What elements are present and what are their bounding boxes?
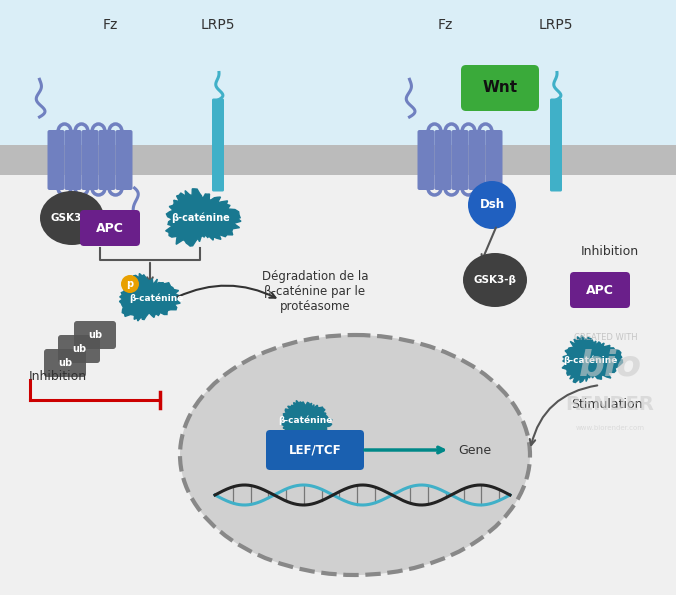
Text: GSK3-β: GSK3-β	[473, 275, 516, 285]
Ellipse shape	[463, 253, 527, 307]
Text: CREATED WITH: CREATED WITH	[574, 333, 638, 342]
FancyBboxPatch shape	[44, 349, 86, 377]
FancyBboxPatch shape	[266, 430, 364, 470]
FancyBboxPatch shape	[468, 130, 485, 190]
FancyBboxPatch shape	[82, 130, 99, 190]
Text: β-caténine: β-caténine	[170, 213, 229, 223]
Polygon shape	[562, 336, 623, 383]
Text: Gene: Gene	[458, 443, 491, 456]
Text: Fz: Fz	[102, 18, 118, 32]
Text: RENDER: RENDER	[566, 395, 654, 414]
Text: p: p	[126, 279, 134, 289]
FancyBboxPatch shape	[116, 130, 132, 190]
FancyBboxPatch shape	[80, 210, 140, 246]
FancyBboxPatch shape	[485, 130, 502, 190]
Text: Wnt: Wnt	[483, 80, 518, 96]
Ellipse shape	[180, 335, 530, 575]
Text: Stimulation: Stimulation	[571, 398, 643, 411]
Text: ub: ub	[58, 358, 72, 368]
FancyBboxPatch shape	[47, 130, 64, 190]
Bar	[0, 0, 676, 145]
Text: β-caténine: β-caténine	[129, 293, 183, 303]
FancyBboxPatch shape	[64, 130, 82, 190]
Text: GSK3-β: GSK3-β	[51, 213, 93, 223]
Text: LEF/TCF: LEF/TCF	[289, 443, 341, 456]
Text: LRP5: LRP5	[539, 18, 573, 32]
FancyBboxPatch shape	[212, 99, 224, 192]
Circle shape	[468, 181, 516, 229]
FancyBboxPatch shape	[418, 130, 435, 190]
Polygon shape	[120, 274, 180, 321]
Text: APC: APC	[586, 283, 614, 296]
Text: Dégradation de la
β-caténine par le
protéasome: Dégradation de la β-caténine par le prot…	[262, 270, 368, 313]
FancyBboxPatch shape	[74, 321, 116, 349]
Text: Fz: Fz	[437, 18, 453, 32]
Text: Dsh: Dsh	[479, 199, 504, 211]
FancyBboxPatch shape	[99, 130, 116, 190]
Text: β-caténine: β-caténine	[278, 415, 332, 425]
Text: ub: ub	[72, 344, 86, 354]
Text: LRP5: LRP5	[201, 18, 235, 32]
Circle shape	[121, 275, 139, 293]
FancyBboxPatch shape	[461, 65, 539, 111]
FancyBboxPatch shape	[550, 99, 562, 192]
FancyBboxPatch shape	[570, 272, 630, 308]
FancyBboxPatch shape	[435, 130, 452, 190]
Bar	[0, 175, 676, 595]
Text: www.biorender.com: www.biorender.com	[575, 425, 644, 431]
FancyBboxPatch shape	[452, 130, 468, 190]
Text: β-caténine: β-caténine	[563, 355, 617, 365]
Text: APC: APC	[96, 221, 124, 234]
FancyBboxPatch shape	[58, 335, 100, 363]
Bar	[0, 145, 676, 175]
Text: Inhibition: Inhibition	[581, 245, 639, 258]
Polygon shape	[166, 189, 241, 246]
Ellipse shape	[40, 191, 104, 245]
Text: bio: bio	[579, 348, 642, 382]
Text: Inhibition: Inhibition	[29, 370, 87, 383]
Text: ub: ub	[88, 330, 102, 340]
Polygon shape	[282, 400, 333, 439]
